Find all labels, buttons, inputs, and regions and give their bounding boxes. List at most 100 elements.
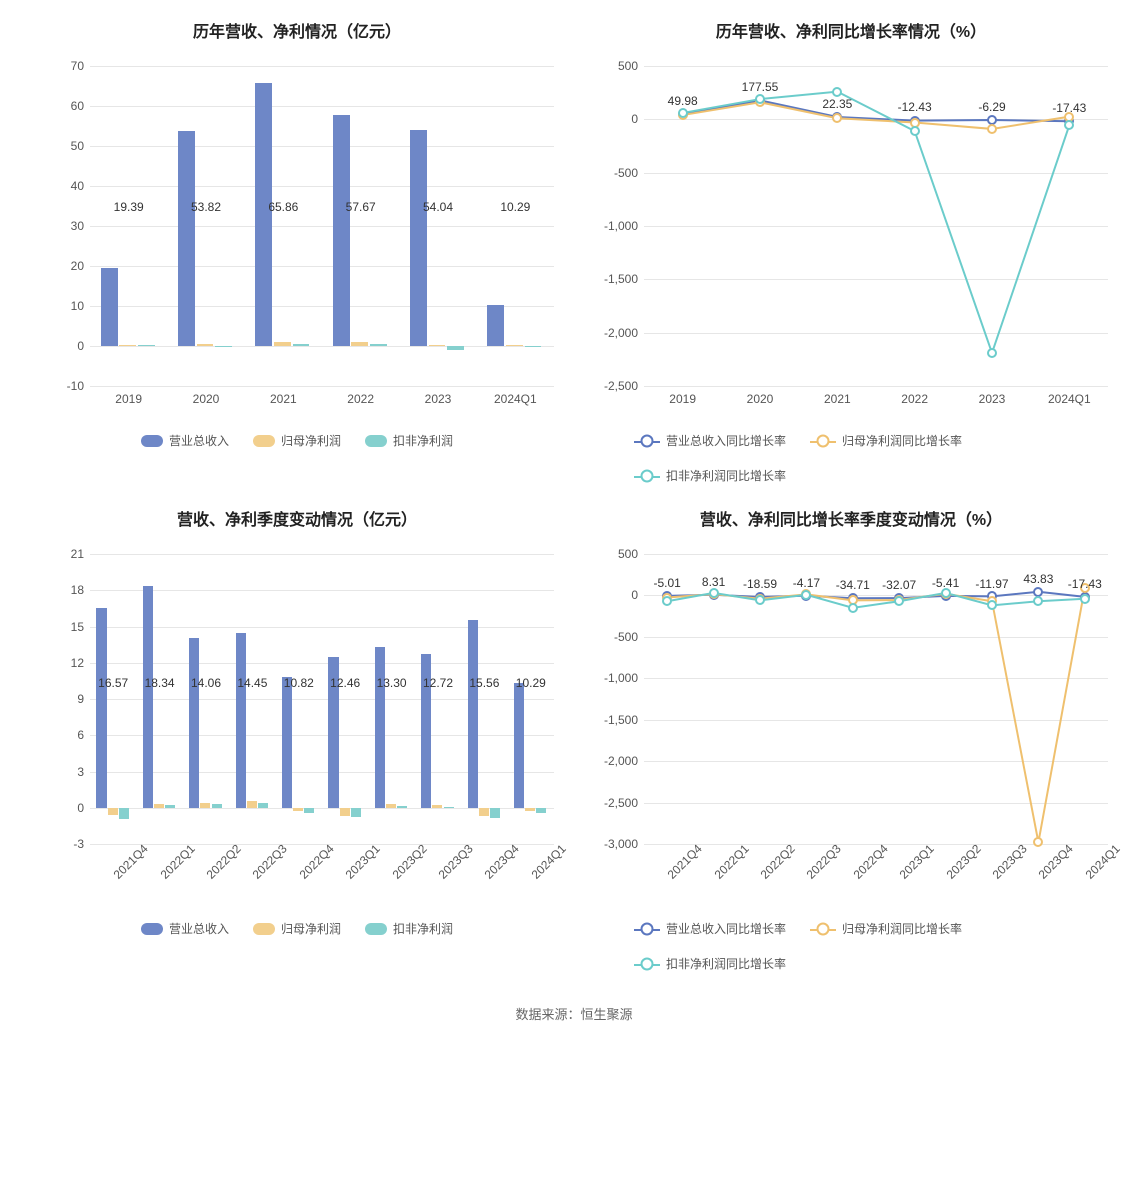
- y-tick: 6: [77, 728, 90, 742]
- bar: [536, 808, 546, 813]
- point-value-label: -6.29: [978, 100, 1005, 114]
- legend-item[interactable]: 扣非净利润: [365, 920, 453, 937]
- legend-label: 归母净利润: [281, 920, 341, 937]
- x-tick: 2020: [193, 386, 220, 406]
- bar: [119, 808, 129, 819]
- point-value-label: -5.41: [932, 576, 959, 590]
- bar: [215, 346, 232, 347]
- bar-value-label: 13.30: [377, 676, 407, 690]
- bar: [236, 633, 246, 808]
- y-tick: -2,500: [604, 796, 644, 810]
- panel-annual-growth-rate: 历年营收、净利同比增长率情况（%） -2,500-2,000-1,500-1,0…: [574, 10, 1128, 498]
- point-value-label: -12.43: [898, 101, 932, 115]
- x-tick: 2020: [747, 386, 774, 406]
- chart3-plot: -30369121518212021Q416.572022Q118.342022…: [30, 544, 564, 914]
- line-marker: [848, 603, 858, 613]
- legend-item[interactable]: 扣非净利润同比增长率: [634, 955, 786, 972]
- legend-item[interactable]: 归母净利润同比增长率: [810, 432, 962, 449]
- bar: [178, 131, 195, 346]
- y-tick: 15: [71, 620, 90, 634]
- y-tick: 60: [71, 99, 90, 113]
- point-value-label: -4.17: [793, 576, 820, 590]
- bar: [101, 268, 118, 346]
- y-tick: 3: [77, 765, 90, 779]
- legend-item[interactable]: 归母净利润: [253, 432, 341, 449]
- y-tick: -1,000: [604, 671, 644, 685]
- line-marker: [678, 108, 688, 118]
- legend-label: 扣非净利润同比增长率: [666, 955, 786, 972]
- x-tick: 2021: [270, 386, 297, 406]
- bar-value-label: 16.57: [98, 676, 128, 690]
- y-tick: 500: [618, 59, 644, 73]
- chart2-title: 历年营收、净利同比增长率情况（%）: [584, 18, 1118, 42]
- legend-swatch: [634, 922, 660, 936]
- legend-item[interactable]: 营业总收入同比增长率: [634, 920, 786, 937]
- legend-label: 扣非净利润: [393, 432, 453, 449]
- chart2-legend: 营业总收入同比增长率 归母净利润同比增长率扣非净利润同比增长率: [584, 426, 1118, 490]
- chart3-legend: 营业总收入 归母净利润 扣非净利润: [30, 914, 564, 943]
- bar: [200, 803, 210, 808]
- legend-swatch: [634, 434, 660, 448]
- y-tick: 0: [631, 588, 644, 602]
- chart4-title: 营收、净利同比增长率季度变动情况（%）: [584, 506, 1118, 530]
- bar: [293, 808, 303, 812]
- legend-swatch: [253, 923, 275, 935]
- legend-item[interactable]: 归母净利润: [253, 920, 341, 937]
- x-tick: 2023Q2: [376, 829, 429, 882]
- legend-swatch: [253, 435, 275, 447]
- y-tick: 0: [77, 801, 90, 815]
- y-tick: 10: [71, 299, 90, 313]
- x-tick: 2019: [669, 386, 696, 406]
- legend-item[interactable]: 营业总收入: [141, 432, 229, 449]
- x-tick: 2021Q4: [98, 829, 151, 882]
- x-tick: 2024Q1: [516, 829, 569, 882]
- y-tick: 21: [71, 547, 90, 561]
- legend-item[interactable]: 营业总收入同比增长率: [634, 432, 786, 449]
- bar: [212, 804, 222, 808]
- bar-value-label: 10.29: [500, 200, 530, 214]
- bar: [165, 805, 175, 808]
- bar: [340, 808, 350, 816]
- bar: [370, 344, 387, 346]
- legend-label: 归母净利润: [281, 432, 341, 449]
- line-marker: [709, 588, 719, 598]
- legend-swatch: [810, 434, 836, 448]
- bar: [351, 808, 361, 818]
- legend-item[interactable]: 扣非净利润同比增长率: [634, 467, 786, 484]
- y-tick: 40: [71, 179, 90, 193]
- point-value-label: -32.07: [882, 578, 916, 592]
- line-marker: [987, 348, 997, 358]
- legend-item[interactable]: 扣非净利润: [365, 432, 453, 449]
- legend-swatch: [141, 923, 163, 935]
- bar: [410, 130, 427, 346]
- x-tick: 2022Q1: [144, 829, 197, 882]
- bar: [397, 806, 407, 808]
- bar-value-label: 10.82: [284, 676, 314, 690]
- y-tick: -1,500: [604, 272, 644, 286]
- panel-quarterly-revenue-profit: 营收、净利季度变动情况（亿元） -30369121518212021Q416.5…: [20, 498, 574, 986]
- legend-item[interactable]: 营业总收入: [141, 920, 229, 937]
- line-marker: [910, 126, 920, 136]
- line-marker: [832, 87, 842, 97]
- bar-value-label: 57.67: [346, 200, 376, 214]
- y-tick: -3: [73, 837, 90, 851]
- legend-item[interactable]: 归母净利润同比增长率: [810, 920, 962, 937]
- legend-label: 扣非净利润: [393, 920, 453, 937]
- bar-value-label: 18.34: [145, 676, 175, 690]
- line-marker: [755, 94, 765, 104]
- y-tick: -3,000: [604, 837, 644, 851]
- bar: [514, 683, 524, 807]
- legend-swatch: [141, 435, 163, 447]
- point-value-label: 22.35: [822, 97, 852, 111]
- chart1-legend: 营业总收入 归母净利润 扣非净利润: [30, 426, 564, 455]
- bar: [333, 115, 350, 346]
- y-tick: 500: [618, 547, 644, 561]
- line-marker: [1080, 594, 1090, 604]
- bar: [447, 346, 464, 350]
- x-tick: 2019: [115, 386, 142, 406]
- x-tick: 2023Q4: [469, 829, 522, 882]
- bar-value-label: 10.29: [516, 676, 546, 690]
- y-tick: 70: [71, 59, 90, 73]
- chart2-plot: -2,500-2,000-1,500-1,000-500050020192020…: [584, 56, 1118, 426]
- y-tick: 20: [71, 259, 90, 273]
